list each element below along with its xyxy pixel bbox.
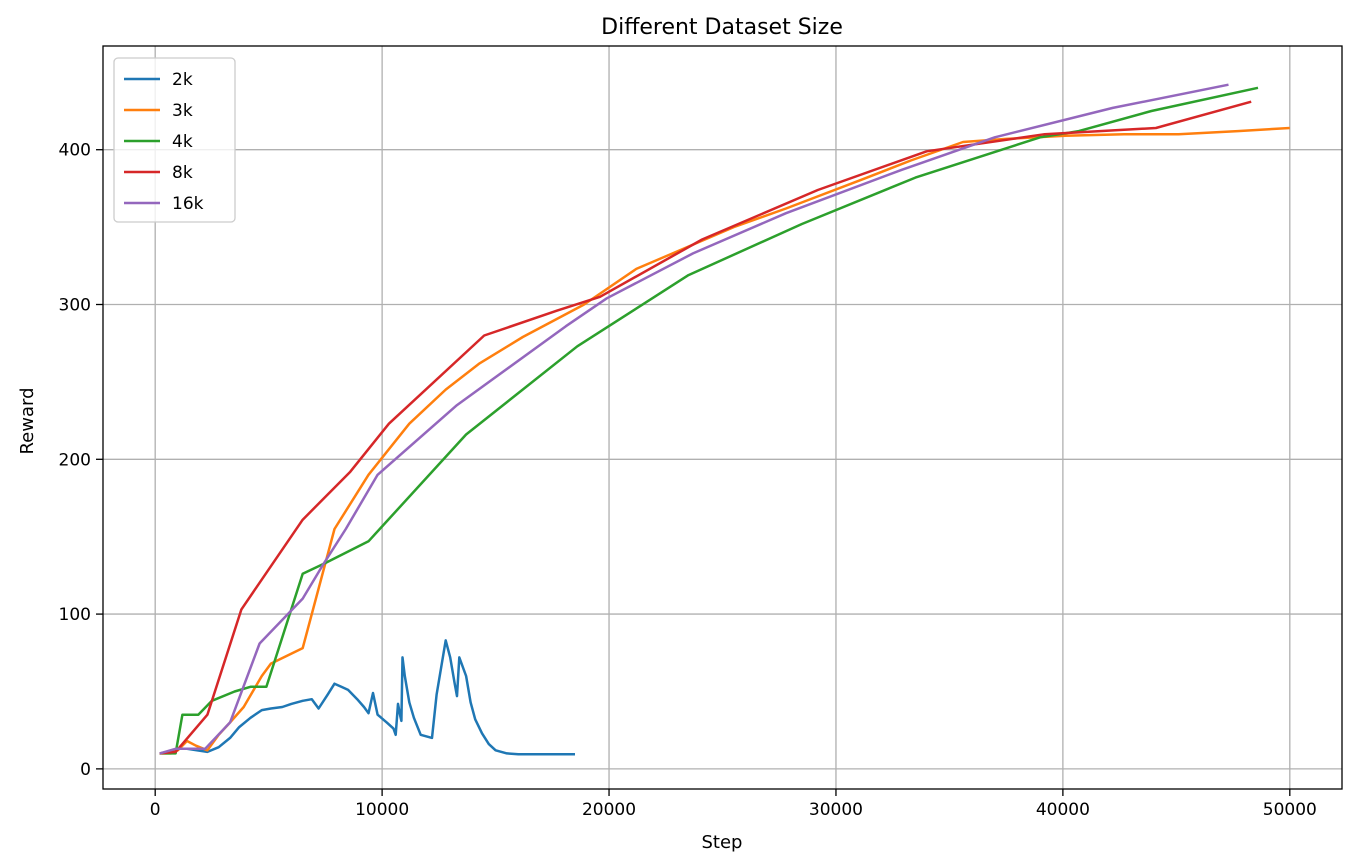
axis-ticks: 0 10000 20000 30000 40000 50000 0 100 200 300 400 xyxy=(59,141,1317,820)
y-tick-label: 0 xyxy=(80,760,91,780)
x-axis-label: Step xyxy=(702,832,743,853)
grid-lines xyxy=(103,46,1342,789)
legend-label-16k: 16k xyxy=(172,194,204,214)
x-tick-label: 50000 xyxy=(1263,800,1317,820)
legend-box xyxy=(113,57,236,223)
y-tick-label: 300 xyxy=(59,296,91,316)
series-line-8k xyxy=(159,100,1252,755)
x-tick-label: 10000 xyxy=(355,800,409,820)
legend-label-2k: 2k xyxy=(172,70,193,90)
series-line-2k xyxy=(159,639,575,756)
x-tick-label: 20000 xyxy=(582,800,636,820)
series-line-4k xyxy=(159,86,1259,755)
legend-label-8k: 8k xyxy=(172,163,193,183)
x-tick-label: 0 xyxy=(150,800,161,820)
series-line-16k xyxy=(159,83,1229,755)
x-tick-label: 40000 xyxy=(1036,800,1090,820)
y-tick-label: 200 xyxy=(59,450,91,470)
chart-title: Different Dataset Size xyxy=(601,15,843,40)
y-tick-label: 400 xyxy=(59,141,91,161)
legend-label-4k: 4k xyxy=(172,132,193,152)
plot-area-frame xyxy=(102,45,1343,790)
y-tick-label: 100 xyxy=(59,605,91,625)
x-tick-label: 30000 xyxy=(809,800,863,820)
legend: 2k 3k 4k 8k 16k xyxy=(113,57,236,223)
series-lines xyxy=(159,83,1290,756)
series-line-3k xyxy=(159,126,1290,755)
legend-label-3k: 3k xyxy=(172,101,193,121)
y-axis-label: Reward xyxy=(17,387,38,454)
